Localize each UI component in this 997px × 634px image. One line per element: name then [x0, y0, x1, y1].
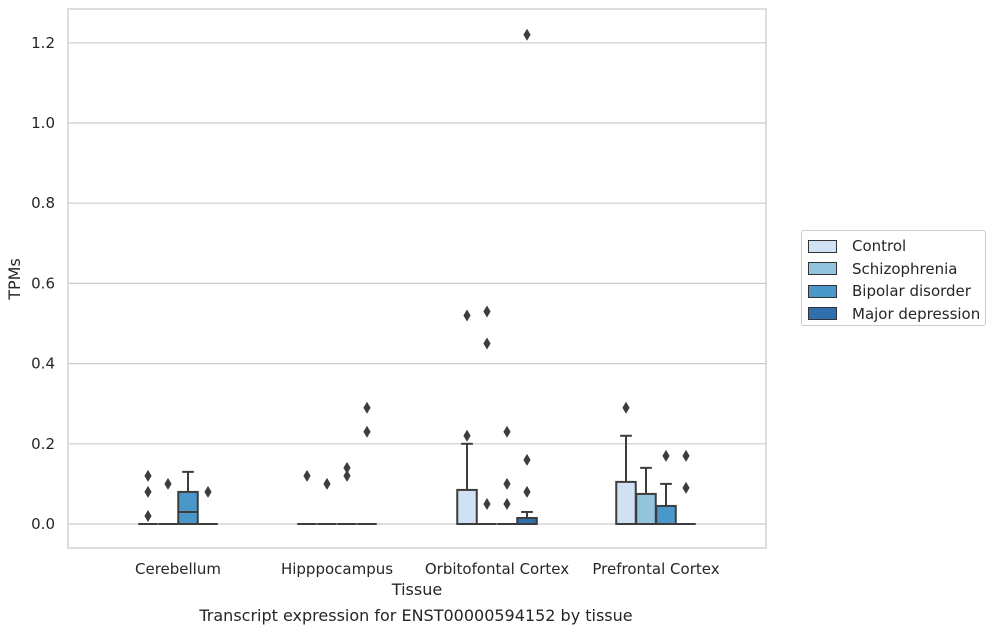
- outlier-point: [503, 425, 511, 438]
- y-tick-label: 0.0: [31, 515, 55, 533]
- outlier-point: [523, 453, 531, 466]
- legend-swatch: [808, 262, 837, 276]
- outlier-point: [303, 469, 311, 482]
- y-tick-label: 0.6: [31, 274, 55, 292]
- x-axis: Cerebellum Hipppocampus Orbitofontal Corte…: [135, 560, 720, 578]
- outlier-point: [164, 477, 172, 490]
- outlier-point: [483, 305, 491, 318]
- plot-marks: [138, 28, 696, 526]
- y-tick-label: 0.8: [31, 194, 55, 212]
- legend-label: Bipolar disorder: [852, 282, 971, 301]
- outlier-point: [483, 337, 491, 350]
- legend-label: Major depression: [852, 304, 981, 323]
- figure-caption: Transcript expression for ENST0000059415…: [199, 606, 633, 625]
- x-tick-label: Orbitofontal Cortex: [425, 560, 569, 578]
- outlier-point: [503, 477, 511, 490]
- outlier-point: [463, 429, 471, 442]
- legend-swatch: [808, 284, 837, 298]
- outlier-point: [503, 497, 511, 510]
- x-tick-label: Hipppocampus: [281, 560, 393, 578]
- outlier-point: [682, 449, 690, 462]
- y-axis: 0.0 0.2 0.4 0.6 0.8 1.0 1.2: [31, 34, 55, 533]
- outlier-point: [204, 485, 212, 498]
- outlier-point: [363, 425, 371, 438]
- legend-item: Major depression: [808, 303, 985, 326]
- legend-swatch: [808, 239, 837, 253]
- box: [456, 488, 478, 526]
- outlier-point: [483, 497, 491, 510]
- y-tick-label: 0.2: [31, 435, 55, 453]
- legend-label: Schizophrenia: [852, 259, 958, 278]
- legend-item: Control: [808, 235, 985, 258]
- legend: Control Schizophrenia Bipolar disorder Majo…: [801, 230, 986, 326]
- outlier-point: [622, 401, 630, 414]
- outlier-point: [523, 28, 531, 41]
- box: [655, 504, 677, 525]
- legend-item: Bipolar disorder: [808, 280, 985, 303]
- plot-frame: [67, 8, 767, 549]
- outlier-point: [523, 485, 531, 498]
- outlier-point: [144, 509, 152, 522]
- legend-item: Schizophrenia: [808, 258, 985, 281]
- y-tick-label: 0.4: [31, 355, 55, 373]
- outlier-point: [343, 469, 351, 482]
- x-tick-label: Cerebellum: [135, 560, 221, 578]
- y-tick-label: 1.0: [31, 114, 55, 132]
- outlier-point: [682, 481, 690, 494]
- outlier-point: [144, 469, 152, 482]
- outlier-point: [144, 485, 152, 498]
- outlier-point: [662, 449, 670, 462]
- outlier-point: [343, 461, 351, 474]
- y-axis-label: TPMs: [5, 258, 24, 301]
- x-tick-label: Prefrontal Cortex: [592, 560, 719, 578]
- y-tick-label: 1.2: [31, 34, 55, 52]
- box: [177, 490, 199, 526]
- box: [615, 480, 637, 525]
- box: [635, 492, 657, 525]
- outlier-point: [323, 477, 331, 490]
- legend-swatch: [808, 307, 837, 321]
- grid-lines: [68, 42, 766, 525]
- outlier-point: [463, 309, 471, 322]
- legend-label: Control: [852, 237, 907, 256]
- x-axis-label: Tissue: [391, 580, 442, 599]
- outlier-point: [363, 401, 371, 414]
